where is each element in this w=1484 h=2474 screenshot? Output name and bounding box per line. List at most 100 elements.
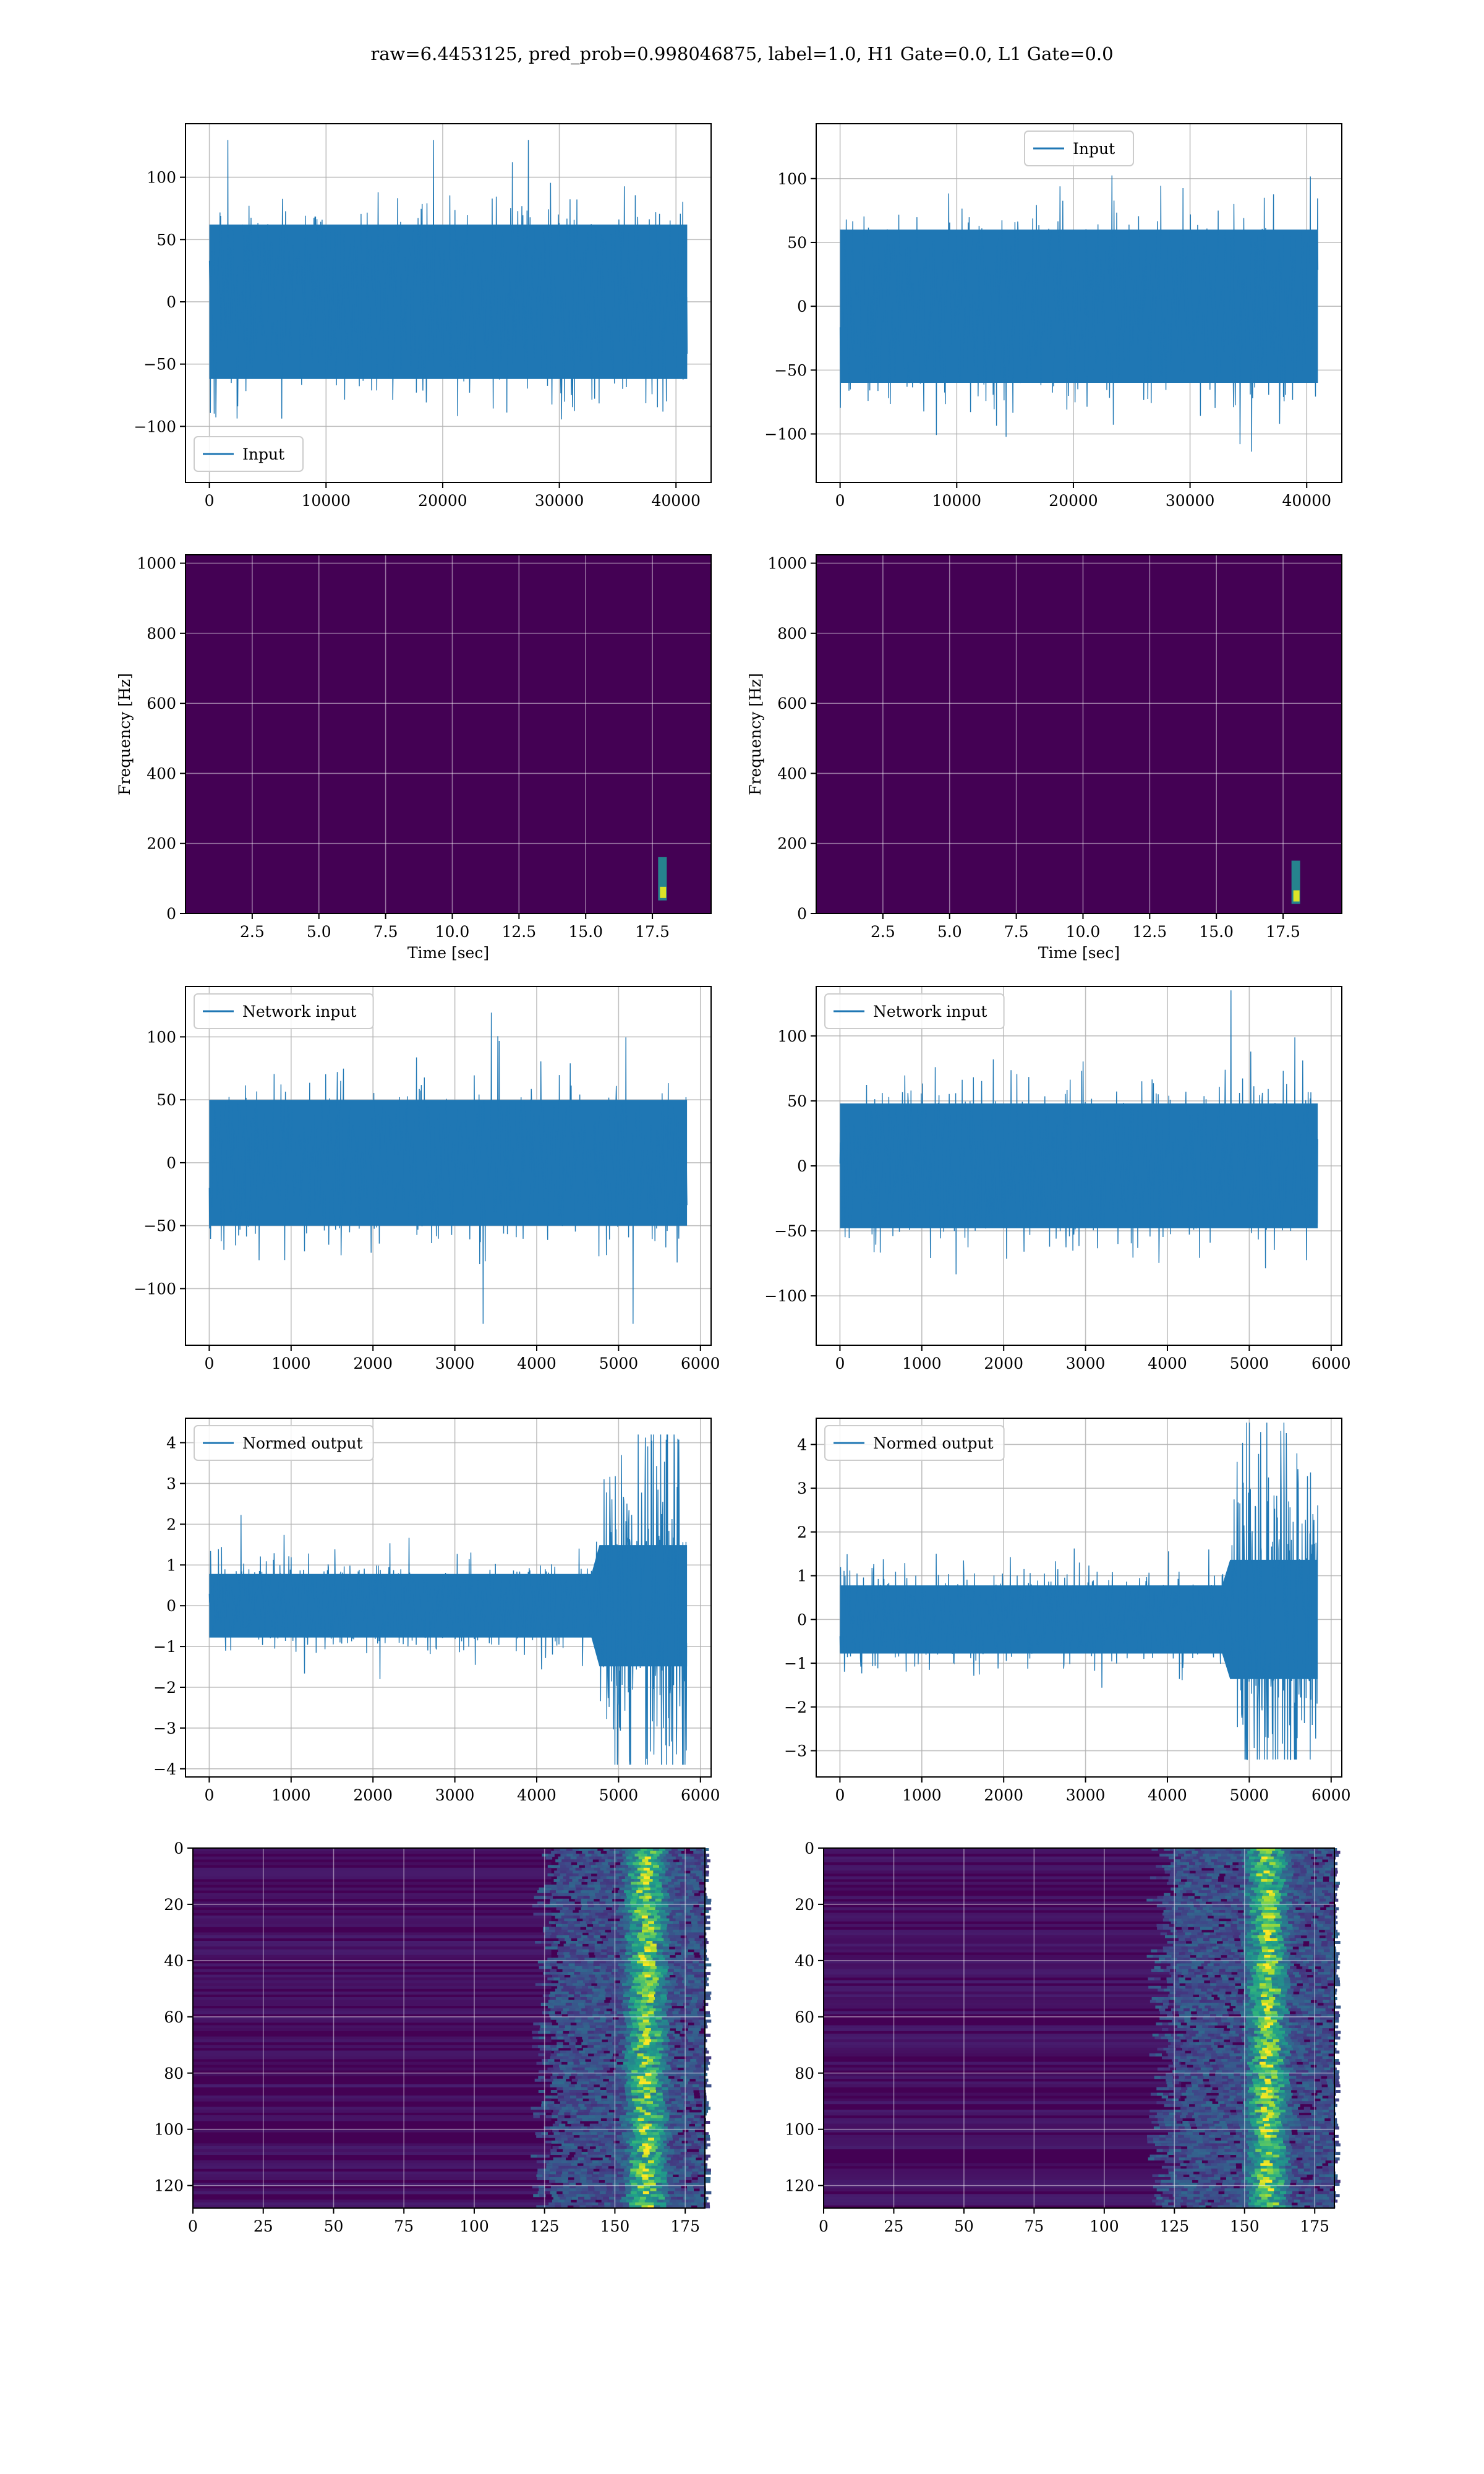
y-tick-label: 1000 xyxy=(767,555,807,573)
r4-left-axes: 0 1000 2000 3000 4000 5000 6000 −4 −3 −2 −1 0 1 2 3 4 xyxy=(153,1434,720,1804)
x-tick-label: 0 xyxy=(204,1355,214,1372)
r2-left-axes: 2.5 5.0 7.5 10.0 12.5 15.0 17.5 0 200 400 600 800 10… xyxy=(116,555,670,962)
y-tick-label: 800 xyxy=(777,625,807,643)
y-tick-label: −4 xyxy=(153,1760,176,1778)
x-tick-label: 20000 xyxy=(1049,492,1098,510)
x-tick-label: 17.5 xyxy=(635,923,670,941)
r3-right-legend: Network input xyxy=(824,993,1005,1029)
legend-label: Network input xyxy=(242,1003,356,1021)
r4-right-signal-line xyxy=(839,1423,1318,1760)
y-tick-label: 0 xyxy=(166,1154,176,1172)
r1-left-axes: 0 10000 20000 30000 40000 −100 −50 0 50 100 xyxy=(134,169,701,510)
r1-left-signal-line xyxy=(208,140,688,420)
x-tick-label: 6000 xyxy=(681,1355,720,1372)
x-tick-label: 5000 xyxy=(599,1355,639,1372)
y-tick-label: 600 xyxy=(777,695,807,713)
x-tick-label: 3000 xyxy=(1066,1355,1106,1372)
x-tick-label: 1000 xyxy=(271,1355,311,1372)
y-tick-label: 0 xyxy=(166,1597,176,1615)
r3-right-signal-line xyxy=(839,990,1318,1275)
r2-left-frame xyxy=(185,554,712,914)
x-tick-label: 40000 xyxy=(1282,492,1331,510)
x-tick-label: 5.0 xyxy=(937,923,962,941)
y-tick-label: 1000 xyxy=(137,555,176,573)
y-tick-label: 50 xyxy=(156,231,176,249)
r2-left-plot-area xyxy=(186,555,711,914)
y-tick-label: 1 xyxy=(166,1556,176,1574)
x-tick-label: 2000 xyxy=(984,1786,1023,1804)
x-tick-label: 30000 xyxy=(535,492,584,510)
r3-left-signal-line xyxy=(208,1012,688,1324)
x-tick-label: 17.5 xyxy=(1266,923,1300,941)
r1-right-signal-line xyxy=(839,175,1319,452)
x-tick-label: 3000 xyxy=(435,1355,475,1372)
y-tick-label: 50 xyxy=(787,234,807,252)
y-tick-label: 100 xyxy=(147,169,176,187)
x-tick-label: 1000 xyxy=(902,1786,942,1804)
legend-box xyxy=(194,993,374,1029)
y-tick-label: −2 xyxy=(153,1679,176,1697)
y-tick-label: 0 xyxy=(797,297,807,315)
legend-label: Input xyxy=(1073,140,1115,158)
r4-left-legend: Normed output xyxy=(194,1425,374,1461)
y-axis-label: Frequency [Hz] xyxy=(746,673,764,795)
x-tick-label: 5000 xyxy=(1230,1355,1269,1372)
y-tick-label: 800 xyxy=(147,625,176,643)
legend-box xyxy=(824,993,1005,1029)
r3-right-axes: 0 1000 2000 3000 4000 5000 6000 −100 −50 0 50 100 xyxy=(764,1027,1350,1372)
x-tick-label: 1000 xyxy=(271,1786,311,1804)
y-tick-label: 600 xyxy=(147,695,176,713)
y-tick-label: 100 xyxy=(777,170,807,188)
x-tick-label: 10000 xyxy=(302,492,351,510)
x-tick-label: 12.5 xyxy=(1133,923,1167,941)
x-tick-label: 0 xyxy=(835,1355,845,1372)
y-tick-label: −50 xyxy=(143,1217,176,1235)
x-tick-label: 10000 xyxy=(932,492,982,510)
x-tick-label: 5000 xyxy=(599,1786,639,1804)
x-tick-label: 12.5 xyxy=(502,923,537,941)
y-tick-label: 2 xyxy=(166,1515,176,1533)
r1-left-legend: Input xyxy=(194,436,304,472)
y-tick-label: −100 xyxy=(134,417,176,435)
x-tick-label: 2000 xyxy=(984,1355,1023,1372)
y-tick-label: −50 xyxy=(774,361,807,379)
x-tick-label: 6000 xyxy=(1311,1355,1351,1372)
y-tick-label: 3 xyxy=(166,1475,176,1492)
legend-box xyxy=(1024,131,1134,166)
x-tick-label: 0 xyxy=(835,492,845,510)
y-tick-label: −50 xyxy=(774,1222,807,1240)
y-tick-label: 400 xyxy=(777,764,807,782)
y-tick-label: −50 xyxy=(143,356,176,374)
y-tick-label: 0 xyxy=(166,293,176,311)
r4-right-frame xyxy=(816,1418,1342,1778)
figure-title: raw=6.4453125, pred_prob=0.998046875, la… xyxy=(370,43,1114,64)
y-tick-label: 200 xyxy=(777,835,807,853)
x-tick-label: 15.0 xyxy=(568,923,603,941)
x-tick-label: 40000 xyxy=(651,492,701,510)
x-tick-label: 4000 xyxy=(517,1355,556,1372)
x-tick-label: 5.0 xyxy=(307,923,331,941)
legend-box xyxy=(194,1425,374,1461)
r2-right-axes: 2.5 5.0 7.5 10.0 12.5 15.0 17.5 0 200 400 600 800 10… xyxy=(746,555,1300,962)
x-tick-label: 10.0 xyxy=(1066,923,1101,941)
x-tick-label: 2.5 xyxy=(240,923,265,941)
y-tick-label: 50 xyxy=(156,1091,176,1109)
x-axis-label: Time [sec] xyxy=(1038,944,1120,962)
x-tick-label: 2.5 xyxy=(871,923,895,941)
y-tick-label: 200 xyxy=(147,835,176,853)
r1-left-frame xyxy=(185,123,712,483)
r4-left-signal-line xyxy=(208,1434,688,1765)
y-tick-label: −3 xyxy=(153,1719,176,1737)
r3-left-axes: 0 1000 2000 3000 4000 5000 6000 −100 −50 0 50 100 xyxy=(134,1028,720,1372)
y-tick-label: 50 xyxy=(787,1092,807,1110)
legend-label: Network input xyxy=(873,1003,987,1021)
x-tick-label: 0 xyxy=(204,1786,214,1804)
x-tick-label: 2000 xyxy=(353,1786,393,1804)
x-tick-label: 6000 xyxy=(681,1786,720,1804)
r3-left-frame xyxy=(185,986,712,1346)
r3-left-legend: Network input xyxy=(194,993,374,1029)
legend-label: Input xyxy=(242,445,284,463)
y-tick-label: 400 xyxy=(147,764,176,782)
